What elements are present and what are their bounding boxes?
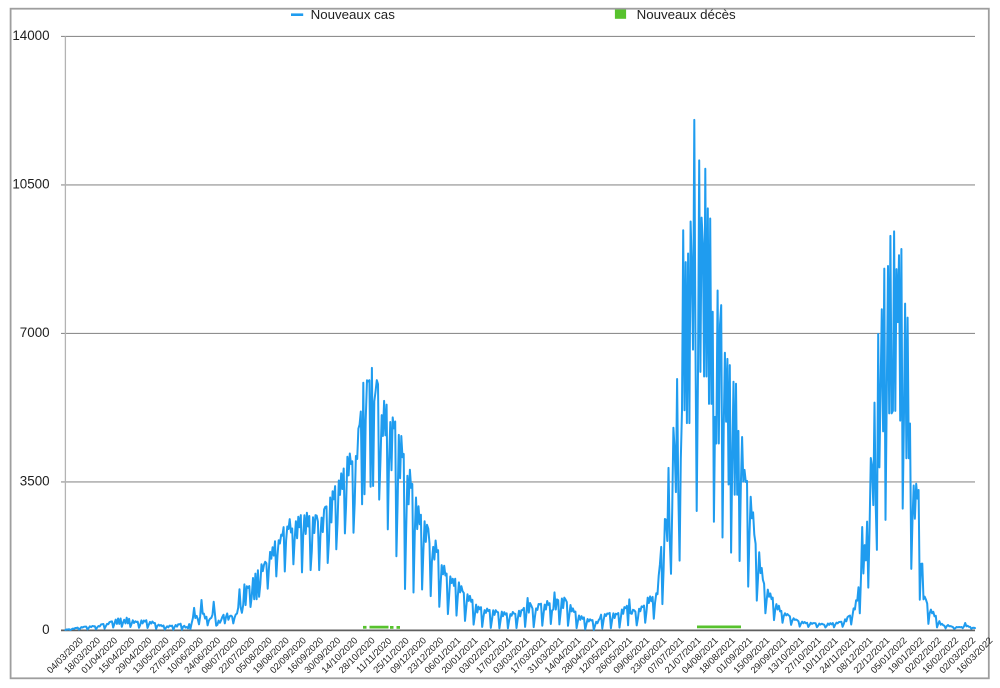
svg-text:10500: 10500 (12, 176, 49, 191)
svg-text:14000: 14000 (12, 28, 49, 43)
svg-text:7000: 7000 (20, 325, 50, 340)
svg-text:3500: 3500 (20, 473, 50, 488)
svg-text:0: 0 (42, 622, 49, 637)
svg-text:Nouveaux décès: Nouveaux décès (637, 7, 736, 22)
svg-text:Nouveaux cas: Nouveaux cas (311, 7, 396, 22)
